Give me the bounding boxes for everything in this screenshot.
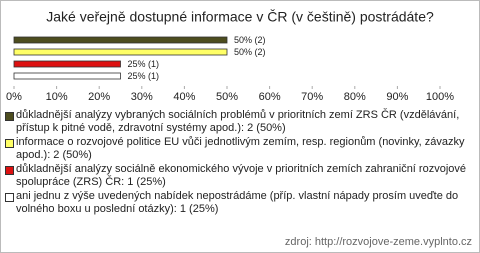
legend: důkladnější analýzy vybraných sociálních… bbox=[4, 109, 474, 217]
bar bbox=[13, 60, 121, 68]
legend-swatch bbox=[5, 166, 14, 175]
x-tick-label: 60% bbox=[259, 91, 281, 103]
x-tick-label: 90% bbox=[386, 91, 408, 103]
x-tick-label: 40% bbox=[173, 91, 195, 103]
value-label: 25% (1) bbox=[128, 71, 160, 81]
value-label: 25% (1) bbox=[128, 59, 160, 69]
x-tick-label: 100% bbox=[426, 91, 454, 103]
bar bbox=[13, 48, 228, 56]
legend-text: důkladnější analýzy sociálně ekonomickéh… bbox=[16, 163, 467, 188]
x-tick-label: 70% bbox=[301, 91, 323, 103]
x-tick-label: 20% bbox=[88, 91, 110, 103]
bar bbox=[13, 36, 228, 44]
x-tick-label: 30% bbox=[131, 91, 153, 103]
legend-item: důkladnější analýzy vybraných sociálních… bbox=[4, 109, 474, 136]
legend-text: ani jednu z výše uvedených nabídek nepos… bbox=[16, 190, 459, 215]
x-tick-label: 0% bbox=[6, 91, 22, 103]
legend-item: důkladnější analýzy sociálně ekonomickéh… bbox=[4, 163, 474, 190]
legend-swatch bbox=[5, 112, 14, 121]
legend-swatch bbox=[5, 139, 14, 148]
bar bbox=[13, 72, 121, 80]
legend-item: informace o rozvojové politice EU vůči j… bbox=[4, 136, 474, 163]
value-label: 50% (2) bbox=[234, 35, 266, 45]
legend-text: informace o rozvojové politice EU vůči j… bbox=[16, 136, 465, 161]
x-tick-label: 80% bbox=[344, 91, 366, 103]
value-label: 50% (2) bbox=[234, 47, 266, 57]
chart-title: Jaké veřejně dostupné informace v ČR (v … bbox=[46, 9, 434, 25]
legend-item: ani jednu z výše uvedených nabídek nepos… bbox=[4, 190, 474, 217]
legend-swatch bbox=[5, 193, 14, 202]
legend-text: důkladnější analýzy vybraných sociálních… bbox=[16, 109, 460, 134]
x-tick-label: 10% bbox=[46, 91, 68, 103]
source: zdroj: http://rozvojove-zeme.vyplnto.cz bbox=[284, 236, 472, 248]
x-tick-label: 50% bbox=[216, 91, 238, 103]
